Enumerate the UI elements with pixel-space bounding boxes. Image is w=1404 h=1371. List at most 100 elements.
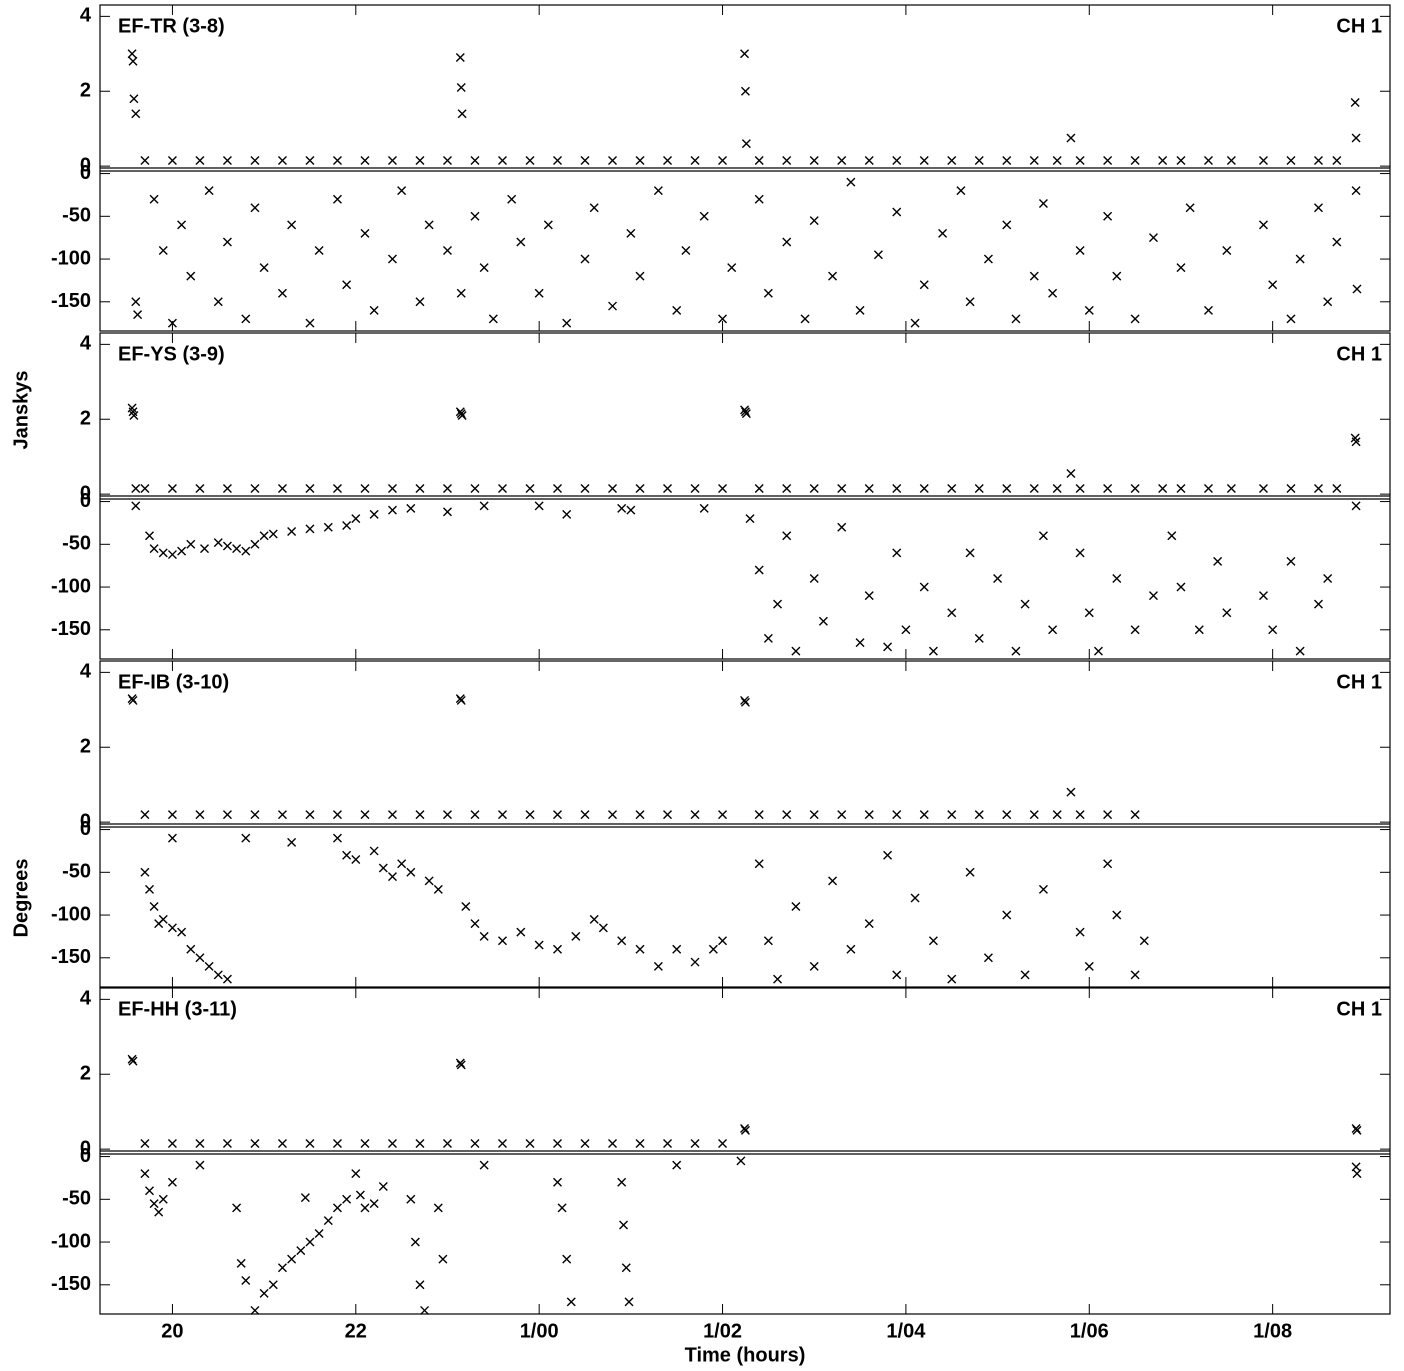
data-point <box>525 810 535 820</box>
data-point <box>782 237 792 247</box>
data-point <box>177 546 187 556</box>
data-point <box>167 484 177 494</box>
data-point <box>1286 314 1296 324</box>
data-point <box>127 49 137 59</box>
data-point <box>479 931 489 941</box>
data-point <box>974 633 984 643</box>
data-point <box>305 484 315 494</box>
data-point <box>131 484 141 494</box>
data-point <box>553 484 562 494</box>
data-point <box>562 509 572 519</box>
data-point <box>1258 220 1268 230</box>
data-point <box>387 254 397 264</box>
data-point <box>149 902 159 911</box>
data-point <box>1002 810 1012 820</box>
data-point <box>525 156 535 166</box>
data-point <box>557 1203 567 1213</box>
data-point <box>1112 910 1122 920</box>
y-tick-label: 0 <box>80 162 91 184</box>
data-point <box>864 919 874 929</box>
data-point <box>1226 156 1236 166</box>
data-point <box>268 529 278 539</box>
data-point <box>287 526 297 536</box>
x-tick-label: 1/08 <box>1253 1320 1292 1342</box>
data-point <box>740 49 750 59</box>
data-point <box>873 250 883 260</box>
data-point <box>1002 156 1012 166</box>
data-point <box>718 484 728 494</box>
data-point <box>195 810 205 820</box>
data-point <box>534 940 544 950</box>
data-point <box>277 156 287 166</box>
data-point <box>1313 484 1323 494</box>
data-point <box>222 810 232 820</box>
data-point <box>1075 548 1085 558</box>
data-point <box>259 531 269 541</box>
data-point <box>277 484 287 494</box>
data-point <box>129 411 139 420</box>
data-point <box>397 859 407 869</box>
data-point <box>947 608 957 618</box>
data-point <box>1313 203 1323 213</box>
data-point <box>167 833 177 843</box>
data-point <box>167 923 177 933</box>
data-point <box>287 220 297 230</box>
data-point <box>1112 574 1122 583</box>
data-point <box>1130 484 1140 494</box>
data-point <box>892 484 902 494</box>
data-point <box>1075 927 1085 937</box>
data-point <box>195 484 205 494</box>
data-point <box>1286 556 1296 566</box>
data-point <box>360 156 370 166</box>
data-point <box>222 1139 232 1149</box>
data-point <box>837 810 847 820</box>
data-point <box>754 565 764 575</box>
data-point <box>663 484 673 494</box>
data-point <box>133 310 143 320</box>
data-point <box>186 944 196 954</box>
data-point <box>300 1193 310 1203</box>
data-point <box>624 1297 634 1307</box>
data-point <box>1103 211 1113 221</box>
data-point <box>919 156 929 166</box>
x-tick-label: 20 <box>161 1320 183 1342</box>
data-point <box>974 156 984 166</box>
data-point <box>250 1305 260 1315</box>
data-point <box>938 228 948 238</box>
data-point <box>727 263 737 273</box>
data-point <box>314 246 324 255</box>
data-point <box>332 156 342 166</box>
data-point <box>1332 237 1342 247</box>
y-tick-label: -100 <box>51 903 91 925</box>
data-point <box>342 521 352 530</box>
data-point <box>158 1194 168 1204</box>
y-tick-label: -150 <box>51 290 91 312</box>
data-point <box>864 591 874 601</box>
data-point <box>332 810 342 820</box>
data-point <box>1258 156 1268 166</box>
data-point <box>186 271 196 281</box>
y-tick-label: -150 <box>51 618 91 640</box>
data-point <box>177 220 187 230</box>
data-point <box>1066 133 1076 143</box>
panel-title: EF-IB (3-10) <box>118 671 229 693</box>
data-point <box>1052 810 1062 820</box>
data-point <box>236 1258 246 1268</box>
data-point <box>653 186 663 196</box>
data-point <box>158 246 168 255</box>
data-point <box>1158 156 1168 166</box>
data-point <box>351 1169 361 1179</box>
data-point <box>608 156 618 166</box>
data-point <box>461 902 471 911</box>
data-point <box>1075 246 1085 255</box>
data-point <box>323 522 333 532</box>
data-point <box>855 305 865 315</box>
data-point <box>690 484 700 494</box>
data-point <box>718 810 728 820</box>
data-point <box>342 1194 352 1204</box>
data-point <box>456 288 466 298</box>
channel-label: CH 1 <box>1336 343 1382 365</box>
data-point <box>928 646 938 656</box>
y-tick-label: -100 <box>51 1230 91 1252</box>
data-point <box>154 1207 164 1217</box>
